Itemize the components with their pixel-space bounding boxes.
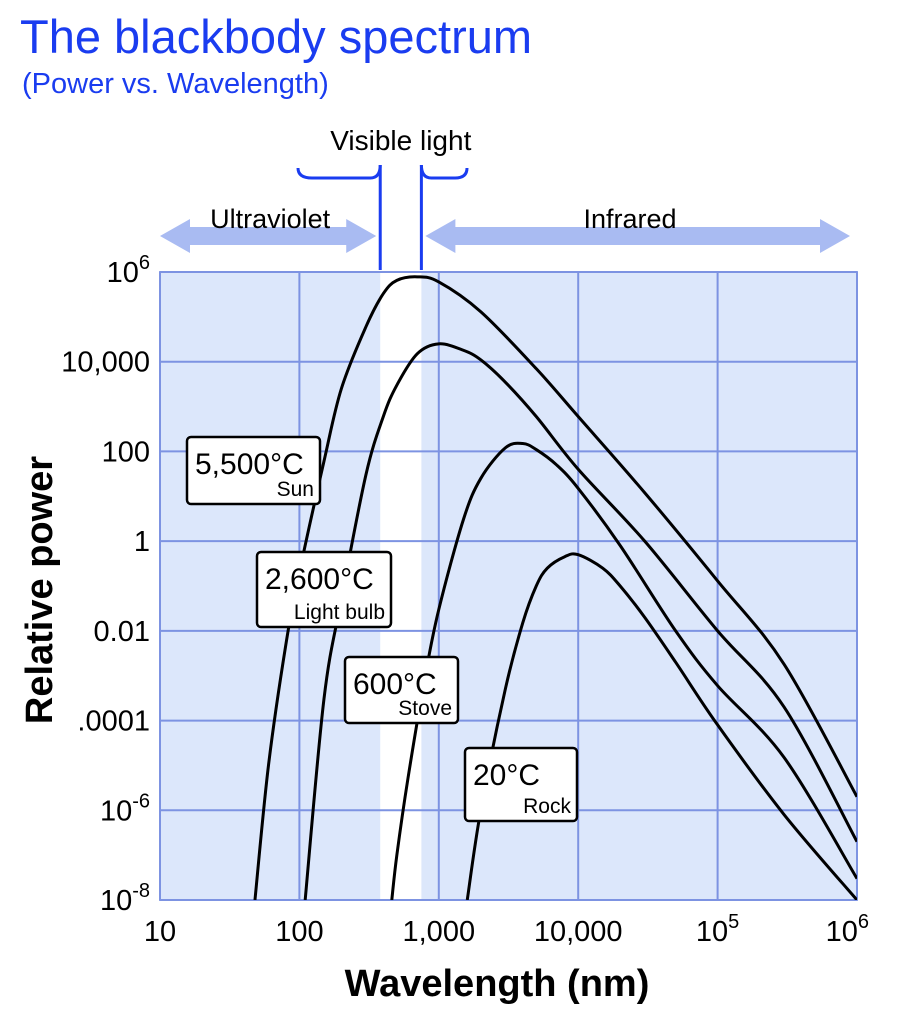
y-tick-label-2-base: 100 (102, 436, 150, 468)
series-sublabel-3: Rock (523, 795, 571, 818)
series-label-box-1 (255, 550, 393, 629)
x-tick-label-4: 105 (696, 911, 739, 948)
visible-bracket-left (296, 164, 382, 180)
x-axis-label: Wavelength (nm) (345, 963, 650, 1005)
chart-title: The blackbody spectrum (20, 10, 532, 63)
x-tick-label-2: 1,000 (403, 916, 476, 948)
y-tick-label-5-base: .0001 (77, 706, 150, 738)
series-label-box-0 (185, 435, 322, 506)
visible-bracket-right (419, 164, 469, 180)
y-tick-label-4: 0.01 (94, 616, 150, 648)
y-axis-label: Relative power (19, 456, 61, 724)
x-tick-label-1: 100 (275, 916, 323, 948)
x-tick-label-5-base: 10 (826, 916, 858, 948)
y-tick-label-3-base: 1 (134, 526, 150, 558)
x-tick-label-3-base: 10,000 (534, 916, 623, 948)
series-sublabel-1: Light bulb (294, 601, 385, 624)
x-tick-label-1-base: 100 (275, 916, 323, 948)
y-tick-label-7-exp: -8 (132, 880, 150, 902)
x-tick-label-4-exp: 5 (728, 911, 739, 933)
infrared-arrow (425, 219, 850, 253)
x-tick-label-4-base: 10 (696, 916, 728, 948)
y-tick-label-0-base: 10 (107, 257, 139, 289)
spectrum-regions: Ultraviolet Infrared Visible light (160, 125, 850, 270)
y-tick-label-6-base: 10 (100, 795, 132, 827)
y-tick-label-1: 10,000 (61, 347, 150, 379)
y-tick-label-1-base: 10,000 (61, 347, 150, 379)
x-axis-ticks: 10 100 1,000 10,000 105 106 (144, 911, 869, 948)
series-name-1: 2,600°C (265, 563, 374, 596)
y-tick-label-5: .0001 (77, 706, 150, 738)
y-tick-label-7: 10-8 (100, 880, 150, 917)
series-name-0: 5,500°C (195, 448, 304, 481)
chart-subtitle: (Power vs. Wavelength) (22, 68, 329, 100)
y-tick-label-2: 100 (102, 436, 150, 468)
series-sublabel-2: Stove (398, 697, 452, 720)
x-tick-label-2-base: 1,000 (403, 916, 476, 948)
y-tick-label-3: 1 (134, 526, 150, 558)
y-tick-label-6-exp: -6 (132, 790, 150, 812)
x-tick-label-3: 10,000 (534, 916, 623, 948)
y-tick-label-7-base: 10 (100, 885, 132, 917)
y-tick-label-0-exp: 6 (139, 252, 150, 274)
x-tick-label-0-base: 10 (144, 916, 176, 948)
ultraviolet-arrow (160, 219, 377, 253)
x-tick-label-5-exp: 6 (858, 911, 869, 933)
series-name-3: 20°C (473, 759, 540, 792)
series-sublabel-0: Sun (277, 478, 314, 501)
x-tick-label-5: 106 (826, 911, 869, 948)
series-label-box-3 (463, 746, 579, 823)
x-tick-label-0: 10 (144, 916, 176, 948)
series-line-3 (465, 552, 857, 900)
y-tick-label-6: 10-6 (100, 790, 150, 827)
y-tick-label-4-base: 0.01 (94, 616, 150, 648)
y-tick-label-0: 106 (107, 252, 150, 289)
ultraviolet-label: Ultraviolet (210, 204, 331, 234)
infrared-label: Infrared (583, 204, 676, 234)
series-label-box-2 (343, 655, 460, 725)
visible-light-label: Visible light (330, 125, 471, 156)
series-name-2: 600°C (353, 668, 437, 701)
